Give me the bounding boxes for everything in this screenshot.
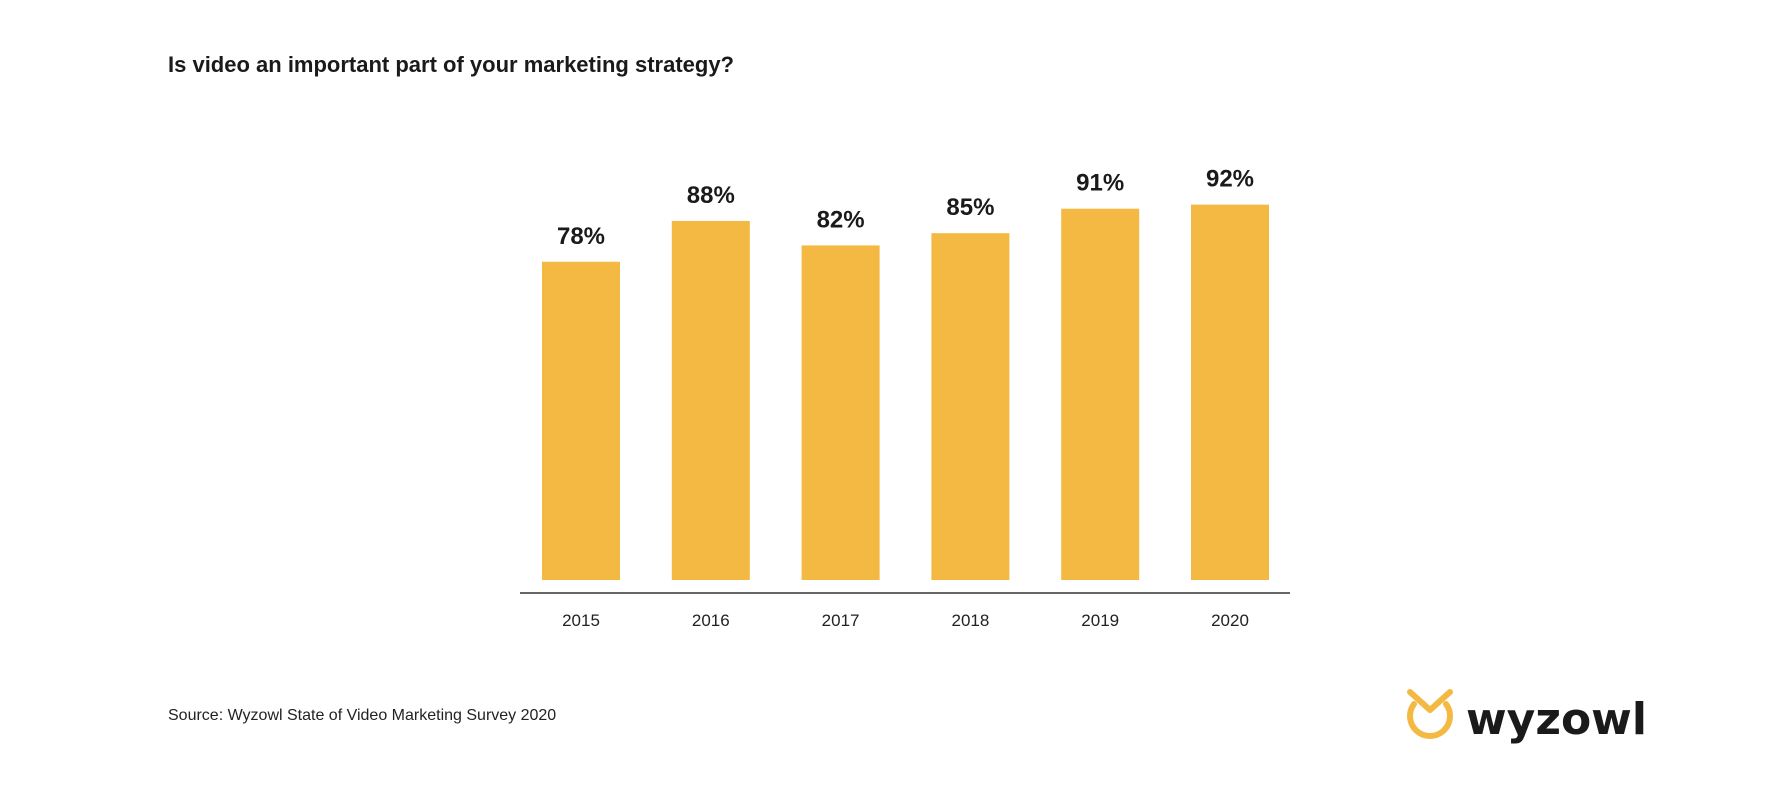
x-tick-label-2017: 2017 [822, 611, 860, 630]
bar-2015 [542, 261, 620, 580]
x-tick-label-2019: 2019 [1081, 611, 1119, 630]
data-label-2018: 85% [946, 194, 994, 221]
logo-text: wyzowl [1466, 694, 1647, 745]
chart-title: Is video an important part of your marke… [168, 52, 734, 77]
data-label-2019: 91% [1076, 170, 1124, 197]
bar-2020 [1191, 204, 1269, 580]
source-note: Source: Wyzowl State of Video Marketing … [168, 707, 557, 724]
data-label-2017: 82% [817, 206, 865, 233]
bar-2017 [801, 245, 880, 580]
bar-chart: 78% 2015 88% 2016 82% 2017 85% 2018 91% 2019 92% 20… [520, 166, 1290, 630]
bar-2019 [1061, 208, 1140, 580]
bar-2018 [931, 233, 1010, 580]
data-label-2020: 92% [1206, 166, 1254, 193]
x-tick-label-2016: 2016 [692, 611, 730, 630]
wyzowl-logo: wyzowl [1407, 689, 1647, 745]
bar-2016 [671, 220, 750, 580]
data-label-2015: 78% [557, 223, 605, 250]
x-tick-label-2020: 2020 [1211, 611, 1249, 630]
data-label-2016: 88% [687, 182, 735, 209]
x-tick-label-2015: 2015 [562, 611, 600, 630]
x-tick-label-2018: 2018 [951, 611, 989, 630]
owl-icon [1407, 689, 1453, 739]
